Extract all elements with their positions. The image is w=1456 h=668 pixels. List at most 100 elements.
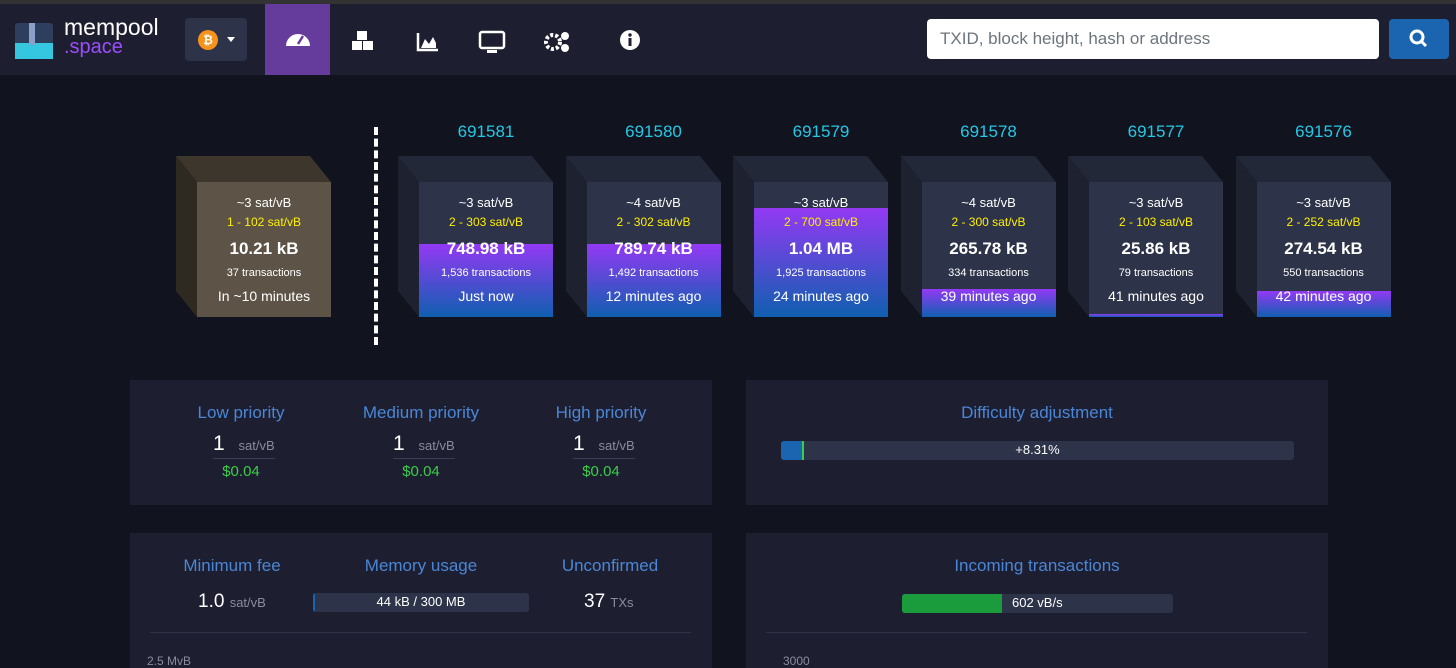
tx-count: 37 transactions	[226, 267, 302, 279]
incoming-card: Incoming transactions 602 vB/s 3000	[746, 533, 1328, 668]
divider	[374, 127, 378, 345]
difficulty-title: Difficulty adjustment	[961, 403, 1113, 422]
block-fill	[754, 207, 888, 317]
block-time: Just now	[458, 288, 514, 304]
fee-value: 1	[393, 432, 405, 455]
block-face	[419, 182, 553, 317]
block-fill	[1256, 291, 1391, 317]
block-3d-faces	[733, 156, 888, 317]
block-height: 691577	[1127, 122, 1185, 141]
blocks-tab[interactable]	[350, 29, 376, 55]
block-time: 12 minutes ago	[605, 288, 702, 304]
fee-range: 1 - 102 sat/vB	[226, 215, 302, 229]
tv-tab[interactable]	[478, 29, 506, 55]
fee-range: 2 - 303 sat/vB	[448, 215, 524, 229]
memory-progress	[313, 593, 316, 612]
fees-card: Low priority 1 sat/vB $0.04 Medium priority…	[130, 380, 712, 505]
fee-unit: sat/vB	[418, 438, 455, 453]
min-fee-label: Minimum fee	[183, 556, 281, 575]
block-fill	[419, 244, 553, 317]
fee-usd: $0.04	[222, 463, 260, 480]
block-height: 691581	[457, 122, 515, 141]
block-time: In ~10 minutes	[217, 288, 311, 304]
block-3d-faces	[176, 156, 331, 317]
chart-axis-label: 2.5 MvB	[147, 654, 192, 668]
about-tab[interactable]	[619, 29, 641, 51]
difficulty-bar: +8.31%	[781, 441, 1294, 460]
block-3d-faces	[398, 156, 553, 317]
block[interactable]: 691581 ~3 sat/vB 2 - 303 sat/vB 748.98 kB 1,…	[398, 120, 558, 320]
fee-value: 1	[573, 432, 585, 455]
block-size: 789.74 kB	[614, 239, 693, 258]
fee-label: Medium priority	[362, 403, 480, 422]
top-bar: mempool .space ₿ TXID, block height, has…	[0, 0, 1456, 75]
block-face	[1089, 182, 1223, 317]
fee-value-row: 1 sat/vB	[213, 432, 275, 459]
block-size: 25.86 kB	[1121, 239, 1191, 258]
logo-text[interactable]: mempool	[64, 14, 159, 40]
block-height: 691576	[1295, 122, 1352, 141]
fee-range: 2 - 252 sat/vB	[1286, 215, 1361, 229]
fee-label: Low priority	[197, 403, 285, 422]
fee-median: ~3 sat/vB	[236, 195, 292, 210]
block-3d-faces	[1068, 156, 1223, 317]
block-time: 41 minutes ago	[1108, 288, 1204, 304]
chart-axis-label: 3000	[783, 654, 810, 668]
fee-usd: $0.04	[402, 463, 440, 480]
block-fill	[1089, 314, 1223, 317]
memory-bar: 44 kB / 300 MB	[313, 593, 529, 612]
block-time: 24 minutes ago	[773, 288, 869, 304]
tx-count: 1,492 transactions	[608, 267, 699, 279]
difficulty-change: +8.31%	[1015, 442, 1060, 457]
block[interactable]: 691578 ~4 sat/vB 2 - 300 sat/vB 265.78 kB 33…	[900, 120, 1061, 320]
fee-value: 1	[213, 432, 225, 455]
search-button[interactable]	[1389, 19, 1449, 59]
fee-range: 2 - 700 sat/vB	[783, 215, 859, 229]
block-fill	[921, 288, 1056, 317]
memory-value: 44 kB / 300 MB	[376, 594, 466, 609]
memory-label: Memory usage	[364, 556, 478, 575]
block-height: 691580	[625, 122, 682, 141]
block[interactable]: 691576 ~3 sat/vB 2 - 252 sat/vB 274.54 kB 55…	[1235, 120, 1396, 320]
block-3d-faces	[565, 156, 721, 317]
separator	[150, 632, 691, 633]
fee-median: ~3 sat/vB	[458, 195, 514, 210]
fee-range: 2 - 302 sat/vB	[616, 215, 691, 229]
block-face	[754, 182, 888, 317]
block-height: 691578	[960, 122, 1017, 141]
block-3d-faces	[1235, 156, 1391, 317]
mempool-stats-card: Minimum fee 1.0 sat/vB Memory usage 44 k…	[130, 533, 712, 668]
fee-median: ~4 sat/vB	[626, 195, 681, 210]
block-time: 39 minutes ago	[940, 288, 1037, 304]
tx-count: 79 transactions	[1118, 267, 1194, 279]
fee-median: ~3 sat/vB	[1128, 195, 1184, 210]
incoming-title: Incoming transactions	[954, 556, 1120, 575]
block-3d-faces	[900, 156, 1056, 317]
min-fee-value: 1.0	[198, 591, 225, 612]
block-size: 748.98 kB	[446, 239, 526, 258]
fee-value-row: 1 sat/vB	[393, 432, 455, 459]
tx-count: 1,925 transactions	[776, 267, 866, 279]
difficulty-progress	[781, 441, 804, 460]
fee-median: ~4 sat/vB	[961, 195, 1016, 210]
fee-range: 2 - 300 sat/vB	[951, 215, 1026, 229]
block[interactable]: 691577 ~3 sat/vB 2 - 103 sat/vB 25.86 kB 79 …	[1068, 120, 1228, 320]
network-selector[interactable]: ₿	[185, 18, 247, 61]
fee-unit: sat/vB	[598, 438, 635, 453]
block[interactable]: 691580 ~4 sat/vB 2 - 302 sat/vB 789.74 kB 1,…	[565, 120, 726, 320]
logo-subtext[interactable]: .space	[64, 36, 123, 58]
unconfirmed-label: Unconfirmed	[561, 556, 659, 575]
graphs-tab[interactable]	[416, 31, 440, 53]
block-size: 265.78 kB	[949, 239, 1028, 258]
block[interactable]: 691579 ~3 sat/vB 2 - 700 sat/vB 1.04 MB 1,92…	[733, 120, 893, 320]
fee-usd: $0.04	[582, 463, 620, 480]
block-face	[586, 182, 721, 317]
dashboard-tab[interactable]	[265, 4, 330, 75]
separator	[766, 632, 1307, 633]
unconfirmed-unit: TXs	[610, 595, 634, 610]
search-input[interactable]: TXID, block height, hash or address	[927, 19, 1379, 59]
fee-value-row: 1 sat/vB	[573, 432, 635, 459]
difficulty-card: Difficulty adjustment +8.31%	[746, 380, 1328, 505]
settings-tab[interactable]	[542, 28, 572, 54]
